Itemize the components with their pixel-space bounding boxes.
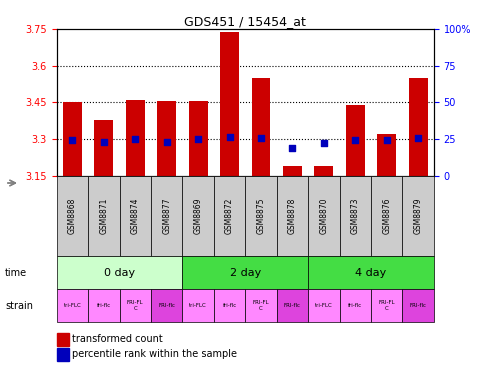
Bar: [315, 166, 333, 176]
Text: FRI-flc: FRI-flc: [158, 303, 175, 308]
Text: fri-flc: fri-flc: [222, 303, 237, 308]
Bar: [151, 176, 182, 256]
Text: FRI-FL
C: FRI-FL C: [253, 300, 269, 311]
Text: GSM8870: GSM8870: [319, 198, 328, 234]
Bar: [283, 166, 302, 176]
Text: fri-flc: fri-flc: [97, 303, 111, 308]
Text: GSM8871: GSM8871: [99, 198, 108, 234]
Bar: [189, 101, 208, 176]
Point: [194, 136, 202, 142]
Text: tri-FLC: tri-FLC: [189, 303, 207, 308]
Text: GSM8877: GSM8877: [162, 198, 171, 234]
Bar: [182, 289, 214, 322]
Text: 4 day: 4 day: [355, 268, 387, 278]
Point: [383, 137, 390, 143]
Text: FRI-FL
C: FRI-FL C: [127, 300, 143, 311]
Point: [100, 139, 108, 145]
Bar: [220, 32, 239, 176]
Bar: [308, 176, 340, 256]
Point: [257, 135, 265, 141]
Bar: [402, 289, 434, 322]
Bar: [63, 102, 82, 176]
Text: GSM8868: GSM8868: [68, 198, 77, 234]
Point: [352, 137, 359, 143]
Bar: [245, 289, 277, 322]
Text: tri-FLC: tri-FLC: [64, 303, 81, 308]
Text: GSM8878: GSM8878: [288, 198, 297, 234]
Text: transformed count: transformed count: [72, 334, 163, 344]
Bar: [214, 289, 245, 322]
Text: FRI-flc: FRI-flc: [284, 303, 301, 308]
Text: fri-flc: fri-flc: [348, 303, 362, 308]
Text: FRI-FL
C: FRI-FL C: [379, 300, 395, 311]
Bar: [119, 176, 151, 256]
Bar: [402, 176, 434, 256]
Bar: [57, 176, 88, 256]
Bar: [251, 78, 270, 176]
Text: strain: strain: [5, 300, 33, 311]
Bar: [214, 176, 246, 256]
Bar: [409, 78, 427, 176]
Bar: [94, 120, 113, 176]
Text: GSM8874: GSM8874: [131, 198, 140, 234]
Bar: [88, 176, 119, 256]
Bar: [182, 256, 308, 289]
Text: GSM8869: GSM8869: [194, 198, 203, 234]
Bar: [57, 289, 88, 322]
Bar: [88, 289, 119, 322]
Text: GSM8879: GSM8879: [414, 198, 423, 234]
Bar: [151, 289, 182, 322]
Text: GSM8875: GSM8875: [256, 198, 266, 234]
Text: 2 day: 2 day: [230, 268, 261, 278]
Bar: [277, 289, 308, 322]
Bar: [157, 101, 176, 176]
Text: 0 day: 0 day: [104, 268, 135, 278]
Bar: [182, 176, 214, 256]
Bar: [371, 289, 402, 322]
Text: GSM8873: GSM8873: [351, 198, 360, 234]
Point: [163, 139, 171, 145]
Bar: [119, 289, 151, 322]
Bar: [340, 176, 371, 256]
Point: [288, 145, 296, 150]
Text: FRI-flc: FRI-flc: [410, 303, 426, 308]
Text: GSM8876: GSM8876: [382, 198, 391, 234]
Bar: [346, 105, 365, 176]
Bar: [245, 176, 277, 256]
Point: [69, 137, 76, 143]
Bar: [377, 134, 396, 176]
Bar: [340, 289, 371, 322]
Text: time: time: [5, 268, 27, 278]
Point: [131, 136, 139, 142]
Bar: [308, 256, 434, 289]
Bar: [57, 256, 182, 289]
Title: GDS451 / 15454_at: GDS451 / 15454_at: [184, 15, 306, 28]
Point: [320, 140, 328, 146]
Bar: [371, 176, 402, 256]
Point: [414, 135, 422, 141]
Text: percentile rank within the sample: percentile rank within the sample: [72, 349, 238, 359]
Text: GSM8872: GSM8872: [225, 198, 234, 234]
Bar: [126, 100, 145, 176]
Bar: [277, 176, 308, 256]
Bar: [308, 289, 340, 322]
Text: tri-FLC: tri-FLC: [315, 303, 333, 308]
Point: [226, 134, 234, 139]
